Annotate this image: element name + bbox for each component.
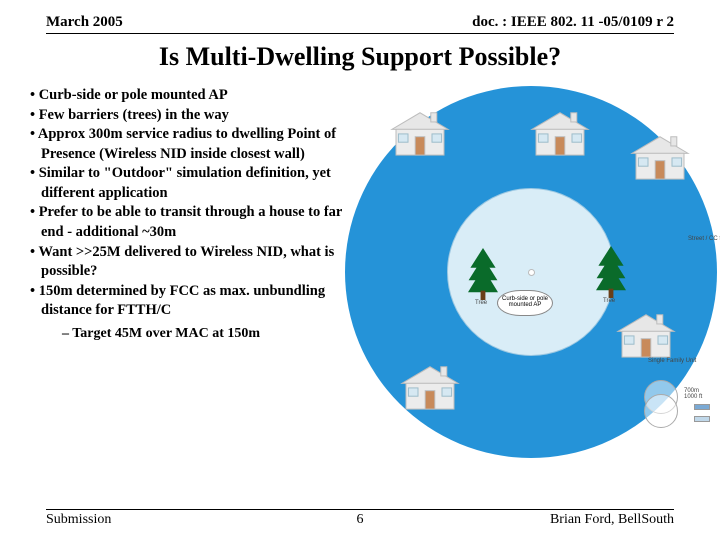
page-title: Is Multi-Dwelling Support Possible?	[30, 42, 690, 72]
tree-icon	[596, 246, 626, 298]
footer: Submission 6 Brian Ford, BellSouth	[0, 509, 720, 528]
bullet-item: • Want >>25M delivered to Wireless NID, …	[30, 243, 360, 282]
footer-rule	[46, 509, 674, 510]
bullet-item: • Approx 300m service radius to dwelling…	[30, 125, 360, 164]
page-number: 6	[357, 512, 364, 528]
bullet-item: • Curb-side or pole mounted AP	[30, 86, 360, 106]
single-family-label: Single Family Unit	[648, 358, 696, 364]
tree-label: Tree	[603, 298, 615, 304]
footer-left: Submission	[46, 512, 111, 528]
footer-right: Brian Ford, BellSouth	[550, 512, 674, 528]
ap-callout: Curb-side or pole mounted AP	[497, 290, 553, 316]
legend-swatch	[694, 416, 710, 422]
bullet-item: • Prefer to be able to transit through a…	[30, 203, 360, 242]
house-icon	[630, 134, 690, 180]
legend-swatch	[694, 404, 710, 410]
coverage-diagram: Curb-side or pole mounted AP	[350, 76, 720, 456]
house-icon	[400, 364, 460, 410]
access-point-icon	[528, 269, 535, 276]
range-ring-icon	[644, 394, 678, 428]
header-date: March 2005	[46, 14, 123, 31]
bullet-item: • Few barriers (trees) in the way	[30, 106, 360, 126]
content-area: • Curb-side or pole mounted AP • Few bar…	[0, 86, 720, 446]
bullet-item: • 150m determined by FCC as max. unbundl…	[30, 282, 360, 321]
tree-icon	[468, 248, 498, 300]
header-doc: doc. : IEEE 802. 11 -05/0109 r 2	[472, 14, 674, 31]
house-icon	[390, 110, 450, 156]
house-icon	[530, 110, 590, 156]
house-icon	[616, 312, 676, 358]
bullet-item: • Similar to "Outdoor" simulation defini…	[30, 164, 360, 203]
tree-label: Tree	[475, 300, 487, 306]
bullet-list: • Curb-side or pole mounted AP • Few bar…	[30, 86, 360, 344]
range-label: 700m 1000 ft	[684, 388, 702, 400]
header-rule	[46, 33, 674, 34]
street-label: Street / CC ft	[688, 236, 720, 242]
sub-bullet: – Target 45M over MAC at 150m	[62, 325, 360, 344]
